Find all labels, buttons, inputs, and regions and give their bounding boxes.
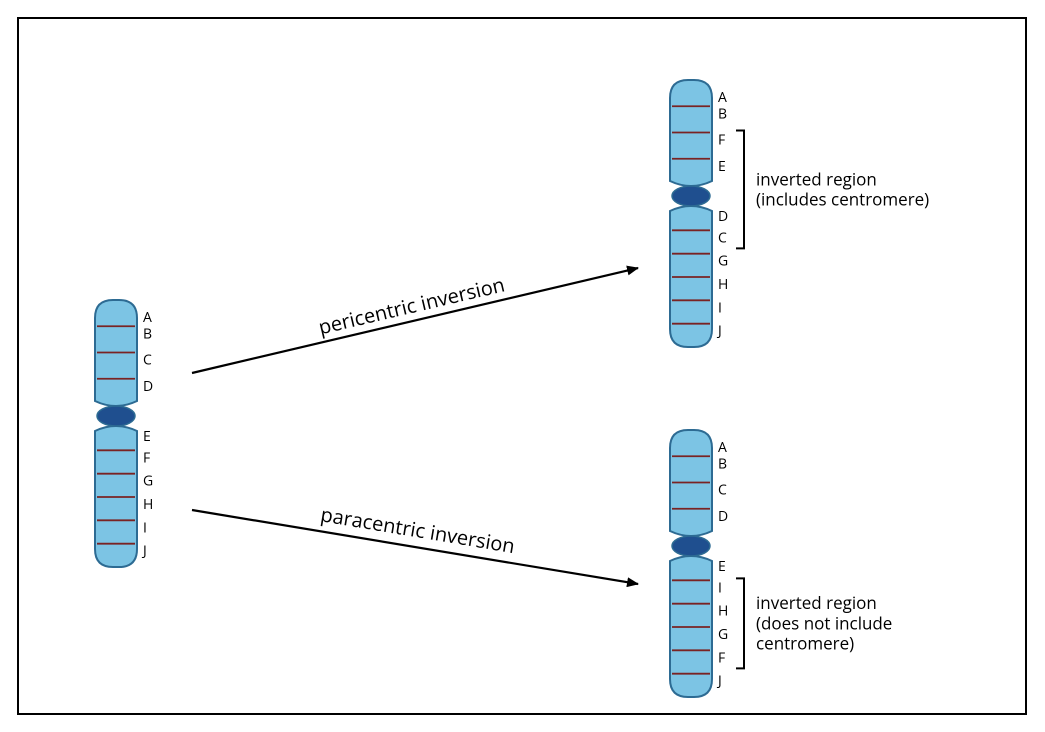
band-label: B xyxy=(143,324,152,343)
band-label: H xyxy=(718,602,728,621)
diagram-svg: ABCDEFGHIJABFEDCGHIJinverted region(incl… xyxy=(0,0,1045,732)
band-label: G xyxy=(718,625,728,644)
chromosome-pericentric: ABFEDCGHIJinverted region(includes centr… xyxy=(670,80,929,347)
band-label: E xyxy=(718,557,726,576)
band-label: G xyxy=(718,252,728,271)
band-label: I xyxy=(718,578,722,597)
chromosome-paracentric: ABCDEIHGFJinverted region(does not inclu… xyxy=(670,430,892,697)
band-label: I xyxy=(718,298,722,317)
band-label: I xyxy=(143,518,147,537)
band-label: J xyxy=(716,322,722,341)
arrow-label: paracentric inversion xyxy=(319,500,517,559)
band-label: H xyxy=(143,495,153,514)
band-label: E xyxy=(718,157,726,176)
band-label: D xyxy=(718,507,728,526)
band-label: B xyxy=(718,104,727,123)
bracket-pericentric: inverted region(includes centromere) xyxy=(736,131,929,249)
band-label: E xyxy=(143,427,151,446)
band-label: F xyxy=(143,448,150,467)
pericentric-arrow: pericentric inversion xyxy=(192,268,638,373)
band-label: C xyxy=(718,228,727,247)
band-label: F xyxy=(718,131,725,150)
band-label: H xyxy=(718,275,728,294)
band-label: D xyxy=(143,377,153,396)
band-label: F xyxy=(718,648,725,667)
band-label: C xyxy=(718,481,727,500)
band-label: C xyxy=(143,351,152,370)
centromere xyxy=(672,186,710,206)
chromosome-original: ABCDEFGHIJ xyxy=(95,300,153,567)
band-label: D xyxy=(718,207,728,226)
band-label: B xyxy=(718,454,727,473)
bracket-label-line: centromere) xyxy=(756,631,854,654)
centromere xyxy=(672,536,710,556)
arrow-line xyxy=(192,268,638,373)
bracket-line xyxy=(736,578,744,668)
bracket-label-line: (includes centromere) xyxy=(756,187,929,210)
centromere xyxy=(97,406,135,426)
bracket-line xyxy=(736,131,744,249)
diagram-border: ABCDEFGHIJABFEDCGHIJinverted region(incl… xyxy=(0,0,1045,732)
bracket-paracentric: inverted region(does not includecentrome… xyxy=(736,578,892,668)
band-label: G xyxy=(143,472,153,491)
band-label: J xyxy=(141,542,147,561)
paracentric-arrow: paracentric inversion xyxy=(192,500,638,584)
band-label: J xyxy=(716,672,722,691)
